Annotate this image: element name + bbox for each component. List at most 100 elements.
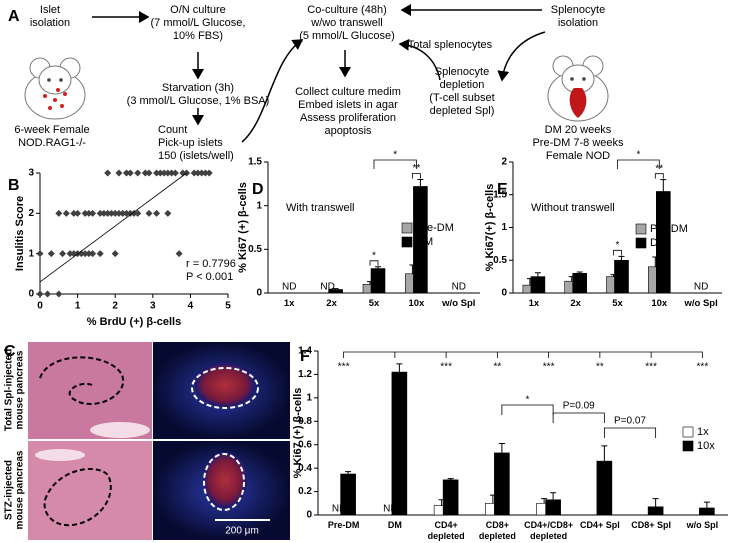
x-tick-label: 2x [570,298,581,309]
diagram-text: apoptosis [324,125,372,137]
significance-bracket [603,427,657,438]
diagram-text: Embed islets in agar [298,99,398,111]
arrow [497,31,546,82]
rag-mouse-icon [24,57,86,120]
diagram-text: Assess proliferation [300,112,396,124]
y-tick-label: 1.4 [298,346,312,357]
significance-label: * [393,150,397,161]
arrow [398,38,441,81]
diagram-text: Co-culture (48h) [307,4,386,16]
nd-label: ND [383,504,397,515]
x-tick-label: CD4+/CD8+ depleted [524,520,574,541]
significance-label: * [616,240,620,251]
scatter-point [96,250,104,258]
diagram-text: Female NOD [546,150,610,162]
scatter-point [111,209,119,217]
nd-label: ND [332,504,346,515]
scatter-point [134,169,142,177]
scatter-point [175,250,183,258]
y-tick-label: 0.5 [248,244,262,255]
scatter-point [119,209,127,217]
y-tick-label: 0.6 [298,439,312,450]
scatter-point [153,209,161,217]
legend-swatch [401,222,413,234]
scatter-point [145,209,153,217]
scatter-point [89,209,97,217]
significance-bracket [613,249,622,256]
scatter-point [89,250,97,258]
error-bar [396,363,403,373]
x-tick-label: 10x [651,298,668,309]
diagram-text: (T-cell subset [429,92,494,104]
islet-outline [39,356,125,405]
scatter-point [44,290,52,298]
legend-swatch [635,223,647,235]
error-bar [498,443,505,453]
y-tick-label: 0 [28,289,34,300]
scatter-point [205,169,213,177]
scatter-point [126,209,134,217]
scatter-point [104,169,112,177]
error-bar [417,178,424,187]
diagram-text: w/wo transwell [310,17,383,29]
tissue-feature [35,449,85,461]
scatter-point [85,250,93,258]
scatter-point [134,209,142,217]
islet-stain [195,363,255,407]
y-tick-label: 2 [501,157,507,168]
scatter-point [104,209,112,217]
error-bar [601,445,608,462]
diagram-text: (3 mmol/L Glucose, 1% BSA) [127,95,270,107]
x-tick-label: DM [387,520,402,530]
x-tick-label: w/o Spl [684,298,718,309]
diagram-text: depleted Spl) [430,105,495,117]
diagram-text: depletion [440,79,485,91]
scatter-point [81,209,89,217]
diagram-text: Pick-up islets [158,137,223,149]
scatter-point [47,250,55,258]
bar [545,499,561,516]
y-tick-label: 3 [28,168,34,179]
diagram-text: 10% FBS) [173,30,223,42]
x-tick-label: w/o Spl [686,520,719,530]
significance-label: *** [697,362,709,373]
y-tick-label: 1 [28,248,34,259]
row-label: mouse pancreas [15,450,26,529]
scatter-point [100,209,108,217]
scatter-point [122,209,130,217]
scale-bar-label: 200 μm [225,526,259,537]
arrows [92,4,546,143]
bar [699,507,715,516]
scatter-point [190,169,198,177]
x-tick-label: 3 [150,301,156,312]
scatter-point [164,169,172,177]
row-label: Total Spl-injected [4,349,15,432]
diagram-text: Splenocyte [435,66,489,78]
fit-line [39,172,187,283]
significance-label: *** [440,362,452,373]
significance-label: *** [338,362,350,373]
row-label: mouse pancreas [15,350,26,429]
y-tick-label: 1.5 [493,189,507,200]
scatter-point [81,250,89,258]
diagram-text: Total splenocytes [408,39,493,51]
y-axis-label: % Ki67 (+) β-cells [237,182,249,273]
y-tick-label: 0.5 [493,255,507,266]
x-tick-label: 4 [188,301,194,312]
legend-swatch [682,440,694,452]
bar [647,506,664,516]
scatter-point [201,169,209,177]
error-bar [652,498,659,507]
x-tick-label: CD8+ depleted [478,520,516,541]
tissue-feature [90,422,150,438]
islet-outline [203,453,245,511]
bar [391,371,408,516]
scatter-point [171,169,179,177]
annotation: P < 0.001 [186,271,233,283]
x-tick-label: 2 [112,301,118,312]
panel-letter: E [497,181,508,198]
x-tick-label: 1x [283,298,295,309]
panel-letter: A [8,8,20,25]
row-label: STZ-injected [4,460,15,520]
